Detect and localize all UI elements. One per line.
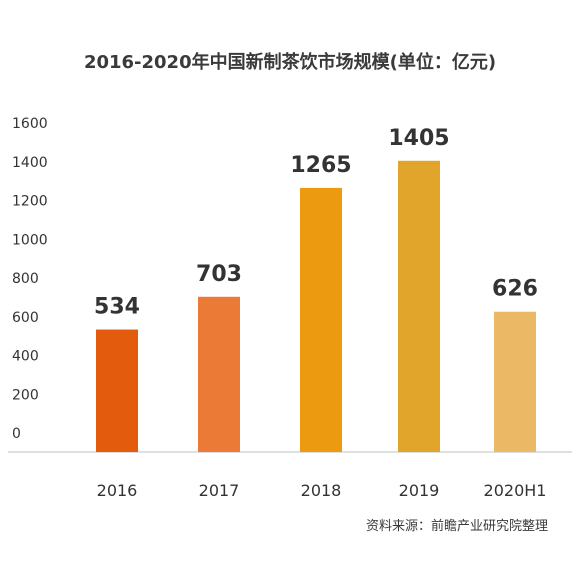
source-note: 资料来源：前瞻产业研究院整理 — [365, 519, 548, 534]
y-tick-label: 1600 — [12, 116, 48, 132]
y-tick-label: 600 — [12, 310, 39, 326]
bar — [398, 160, 440, 452]
bar — [96, 329, 138, 452]
bar — [494, 311, 536, 452]
y-tick-label: 1200 — [12, 194, 48, 210]
data-label: 1405 — [388, 126, 449, 151]
bar — [198, 296, 240, 452]
y-tick-label: 800 — [12, 271, 39, 287]
y-tick-label: 1000 — [12, 232, 48, 248]
y-tick-label: 1400 — [12, 155, 48, 171]
data-label: 534 — [94, 295, 140, 320]
data-label: 626 — [492, 277, 538, 302]
chart-title: 2016-2020年中国新制茶饮市场规模(单位：亿元) — [83, 52, 497, 73]
x-tick-label: 2020H1 — [484, 481, 547, 500]
y-tick-label: 0 — [12, 426, 21, 442]
x-tick-label: 2017 — [199, 481, 240, 500]
y-tick-label: 400 — [12, 349, 39, 365]
bar — [300, 187, 342, 452]
x-tick-label: 2018 — [301, 481, 342, 500]
data-label: 1265 — [290, 153, 351, 178]
y-tick-label: 200 — [12, 387, 39, 403]
x-tick-label: 2016 — [97, 481, 138, 500]
x-tick-label: 2019 — [399, 481, 440, 500]
data-label: 703 — [196, 262, 242, 287]
